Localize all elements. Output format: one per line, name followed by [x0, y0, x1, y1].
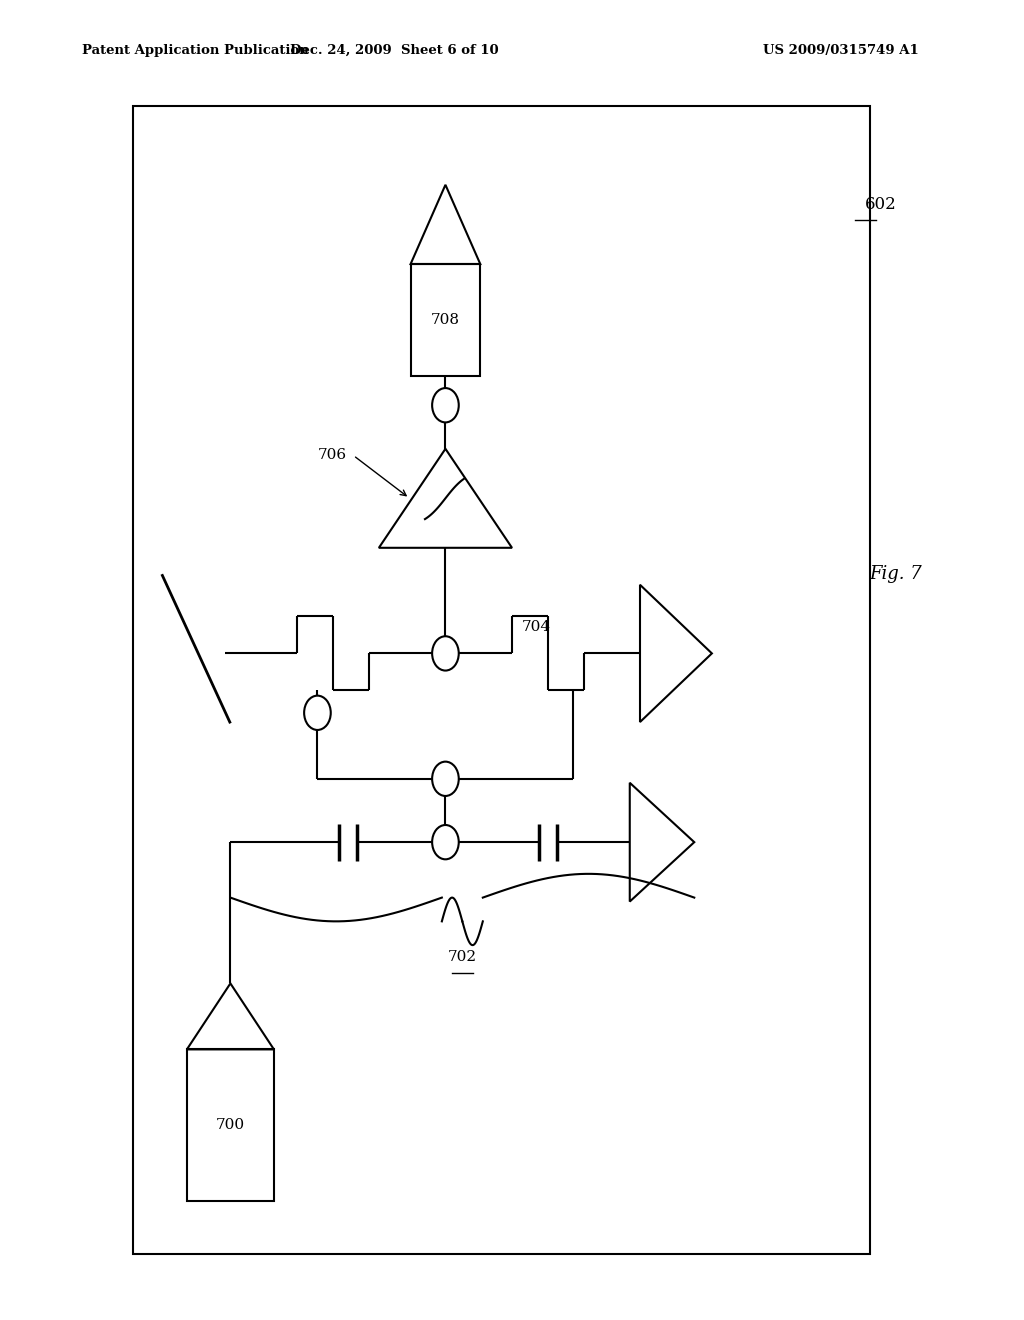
Text: 700: 700: [216, 1118, 245, 1133]
Text: Fig. 7: Fig. 7: [869, 565, 923, 583]
Text: 704: 704: [522, 620, 551, 634]
Text: Patent Application Publication: Patent Application Publication: [82, 44, 308, 57]
Text: 702: 702: [447, 950, 477, 964]
Bar: [133, 106, 870, 1254]
Bar: [186, 1049, 274, 1201]
Text: Dec. 24, 2009  Sheet 6 of 10: Dec. 24, 2009 Sheet 6 of 10: [290, 44, 499, 57]
Text: 706: 706: [317, 449, 346, 462]
Text: US 2009/0315749 A1: US 2009/0315749 A1: [763, 44, 919, 57]
Text: 602: 602: [865, 197, 897, 213]
Text: 708: 708: [431, 313, 460, 327]
Bar: [411, 264, 480, 376]
